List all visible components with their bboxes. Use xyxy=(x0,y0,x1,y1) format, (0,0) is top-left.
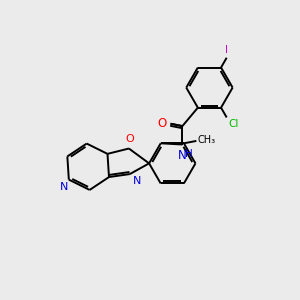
Text: H: H xyxy=(185,149,193,159)
Text: O: O xyxy=(158,117,166,130)
Text: N: N xyxy=(60,182,68,192)
Text: N: N xyxy=(134,176,142,187)
Text: O: O xyxy=(126,134,134,144)
Text: Cl: Cl xyxy=(228,119,239,129)
Text: CH₃: CH₃ xyxy=(198,135,216,145)
Text: N: N xyxy=(177,149,186,162)
Text: I: I xyxy=(225,45,228,55)
